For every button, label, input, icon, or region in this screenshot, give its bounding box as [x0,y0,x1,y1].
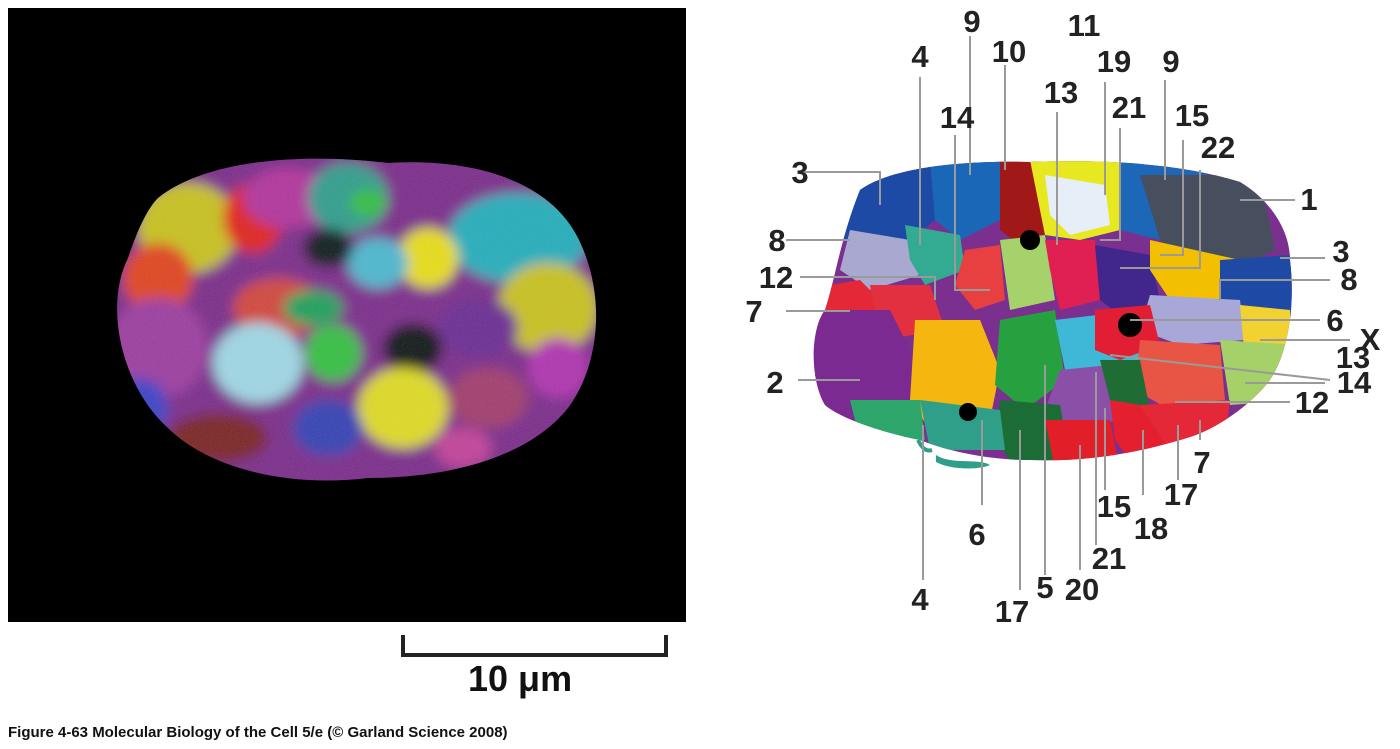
figure-caption: Figure 4-63 Molecular Biology of the Cel… [8,724,508,741]
label-8a: 8 [768,223,785,258]
label-6a: 6 [1326,303,1343,338]
label-14a: 14 [940,100,975,135]
label-4a: 4 [911,39,929,74]
label-13b: 13 [1336,340,1370,375]
scale-bar-label: 10 μm [468,658,573,699]
label-13a: 13 [1044,75,1078,110]
label-4b: 4 [911,582,929,617]
label-20: 20 [1065,572,1099,607]
label-17a: 17 [1164,477,1198,512]
label-15a: 15 [1175,98,1209,133]
label-3a: 3 [791,155,808,190]
label-2: 2 [766,365,783,400]
label-21b: 21 [1092,541,1126,576]
label-7a: 7 [745,294,762,329]
label-21a: 21 [1112,90,1146,125]
scale-bar [401,635,668,657]
leader-lines [786,36,1350,590]
label-14b: 14 [1337,365,1372,400]
territory-regions [813,161,1292,461]
chromosome-territory-map: 11 9 10 19 4 21 9 13 15 14 22 3 1 8 3 12… [745,4,1380,629]
label-9a: 9 [963,4,980,39]
label-1: 1 [1300,182,1317,217]
label-10: 10 [992,34,1026,69]
label-12a: 12 [759,260,793,295]
nucleus-micrograph-image [117,158,597,481]
label-22: 22 [1201,130,1235,165]
label-7b: 7 [1193,445,1210,480]
label-19: 19 [1097,44,1131,79]
nuclear-fragments [916,439,990,469]
chromosome-labels: 11 9 10 19 4 21 9 13 15 14 22 3 1 8 3 12… [745,4,1380,629]
label-15b: 15 [1097,489,1131,524]
label-12b: 12 [1295,385,1329,420]
label-9b: 9 [1162,44,1179,79]
label-8b: 8 [1340,262,1357,297]
label-x: X [1360,322,1381,357]
label-18: 18 [1134,511,1168,546]
label-5: 5 [1036,570,1053,605]
fluorescence-micrograph [8,8,686,622]
label-6b: 6 [968,517,985,552]
label-11: 11 [1068,8,1101,43]
label-17b: 17 [995,594,1029,629]
label-3b: 3 [1332,234,1349,269]
